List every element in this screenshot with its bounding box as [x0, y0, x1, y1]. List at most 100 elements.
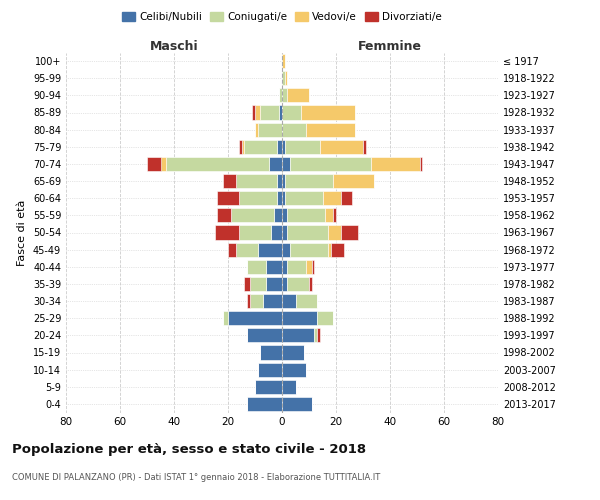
Bar: [250, 277, 266, 291]
Bar: [285, 191, 323, 205]
Bar: [341, 191, 352, 205]
Bar: [258, 242, 282, 256]
Bar: [282, 362, 307, 376]
Bar: [309, 277, 312, 291]
Bar: [274, 208, 282, 222]
Bar: [223, 311, 228, 325]
Bar: [255, 122, 258, 136]
Bar: [277, 191, 282, 205]
Bar: [371, 157, 420, 171]
Bar: [215, 226, 239, 239]
Bar: [217, 191, 239, 205]
Bar: [247, 260, 266, 274]
Bar: [282, 311, 317, 325]
Legend: Celibi/Nubili, Coniugati/e, Vedovi/e, Divorziati/e: Celibi/Nubili, Coniugati/e, Vedovi/e, Di…: [118, 8, 446, 26]
Bar: [328, 226, 341, 239]
Bar: [285, 71, 287, 85]
Bar: [287, 260, 306, 274]
Bar: [282, 140, 285, 154]
Bar: [334, 174, 374, 188]
Bar: [282, 88, 287, 102]
Bar: [260, 106, 280, 120]
Bar: [282, 157, 290, 171]
Bar: [263, 294, 282, 308]
Bar: [287, 277, 309, 291]
Bar: [228, 242, 236, 256]
Bar: [239, 226, 271, 239]
Bar: [236, 242, 258, 256]
Bar: [258, 362, 282, 376]
Bar: [290, 242, 328, 256]
Bar: [253, 106, 255, 120]
Bar: [287, 208, 325, 222]
Bar: [363, 140, 366, 154]
Bar: [320, 140, 363, 154]
Text: Popolazione per età, sesso e stato civile - 2018: Popolazione per età, sesso e stato civil…: [12, 442, 366, 456]
Bar: [328, 242, 331, 256]
Bar: [282, 208, 287, 222]
Bar: [160, 157, 166, 171]
Y-axis label: Fasce di età: Fasce di età: [17, 200, 27, 266]
Bar: [331, 242, 344, 256]
Bar: [282, 346, 304, 360]
Bar: [241, 140, 244, 154]
Bar: [258, 122, 282, 136]
Bar: [301, 106, 355, 120]
Bar: [260, 346, 282, 360]
Bar: [325, 208, 334, 222]
Bar: [282, 71, 285, 85]
Bar: [217, 208, 230, 222]
Text: Femmine: Femmine: [358, 40, 422, 54]
Bar: [307, 260, 312, 274]
Bar: [247, 397, 282, 411]
Bar: [266, 260, 282, 274]
Bar: [247, 328, 282, 342]
Bar: [255, 380, 282, 394]
Bar: [296, 294, 317, 308]
Bar: [282, 106, 301, 120]
Bar: [285, 140, 320, 154]
Bar: [317, 328, 320, 342]
Bar: [290, 157, 371, 171]
Bar: [282, 191, 285, 205]
Bar: [147, 157, 160, 171]
Bar: [247, 294, 250, 308]
Bar: [420, 157, 422, 171]
Text: Maschi: Maschi: [149, 40, 199, 54]
Bar: [282, 397, 312, 411]
Bar: [277, 174, 282, 188]
Bar: [166, 157, 269, 171]
Text: COMUNE DI PALANZANO (PR) - Dati ISTAT 1° gennaio 2018 - Elaborazione TUTTITALIA.: COMUNE DI PALANZANO (PR) - Dati ISTAT 1°…: [12, 472, 380, 482]
Bar: [228, 311, 282, 325]
Bar: [317, 311, 334, 325]
Bar: [250, 294, 263, 308]
Bar: [282, 260, 287, 274]
Bar: [223, 174, 236, 188]
Bar: [282, 54, 285, 68]
Bar: [271, 226, 282, 239]
Bar: [314, 328, 317, 342]
Bar: [282, 294, 296, 308]
Bar: [230, 208, 274, 222]
Bar: [282, 174, 285, 188]
Bar: [255, 106, 260, 120]
Bar: [282, 277, 287, 291]
Bar: [282, 328, 314, 342]
Bar: [239, 140, 241, 154]
Bar: [312, 260, 314, 274]
Bar: [282, 122, 307, 136]
Bar: [323, 191, 341, 205]
Bar: [341, 226, 358, 239]
Bar: [285, 174, 334, 188]
Bar: [269, 157, 282, 171]
Bar: [282, 242, 290, 256]
Bar: [277, 140, 282, 154]
Bar: [282, 226, 287, 239]
Bar: [266, 277, 282, 291]
Bar: [334, 208, 336, 222]
Bar: [244, 277, 250, 291]
Bar: [287, 226, 328, 239]
Bar: [236, 174, 277, 188]
Bar: [307, 122, 355, 136]
Bar: [282, 380, 296, 394]
